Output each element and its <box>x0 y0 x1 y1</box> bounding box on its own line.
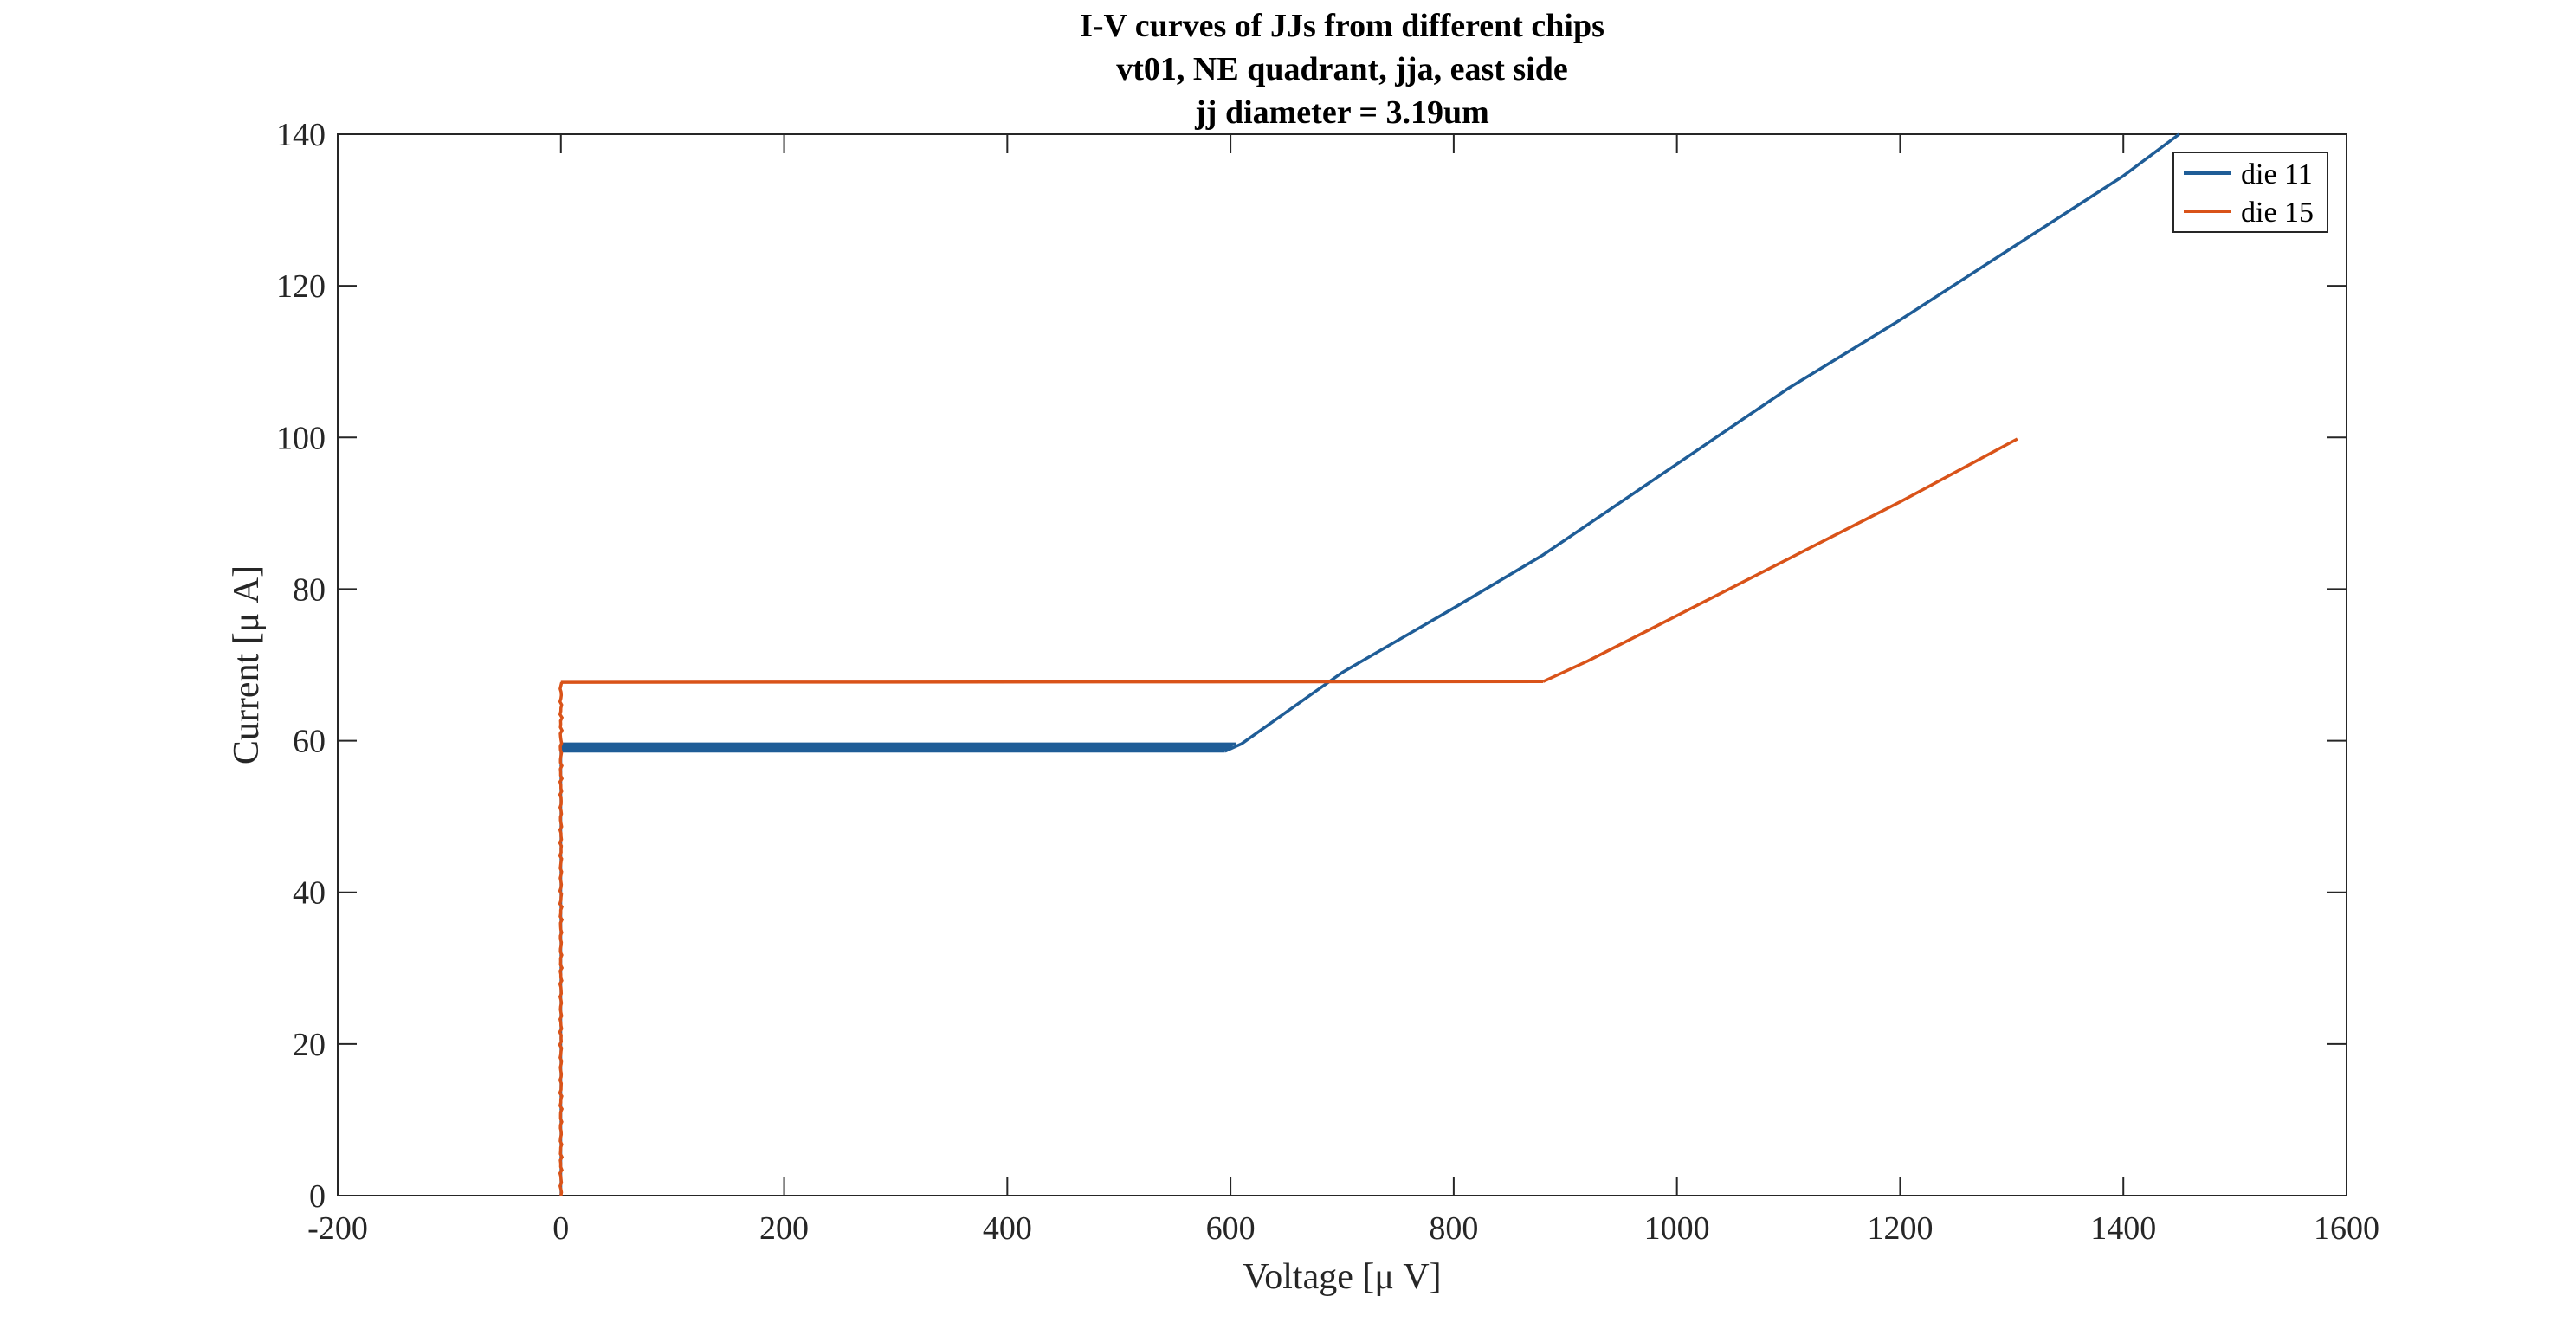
x-axis-label: Voltage [μ V] <box>1243 1257 1441 1297</box>
series-die-11-plateau-band <box>560 744 1236 751</box>
x-tick-label: 0 <box>552 1210 569 1247</box>
series-die-15-resistive <box>1542 437 2018 683</box>
y-tick-label: 20 <box>293 1027 326 1063</box>
x-tick-label: 800 <box>1429 1210 1478 1247</box>
series-die-15-supercurrent <box>558 681 565 1196</box>
series-die-15-plateau <box>560 680 1544 684</box>
chart-title: I-V curves of JJs from different chips v… <box>1080 8 1604 131</box>
x-tick-label: -200 <box>307 1210 368 1247</box>
legend-label-die-11: die 11 <box>2241 158 2313 190</box>
x-tick-label: 600 <box>1206 1210 1256 1247</box>
y-tick-labels: 0 20 40 60 80 100 120 140 <box>276 117 326 1215</box>
y-tick-label: 100 <box>276 420 326 456</box>
y-tick-label: 0 <box>309 1178 326 1215</box>
x-tick-label: 1000 <box>1644 1210 1710 1247</box>
legend-label-die-15: die 15 <box>2241 197 2314 229</box>
x-tick-labels: -200 0 200 400 600 800 1000 1200 1400 1600 <box>307 1210 2379 1247</box>
x-tick-label: 1400 <box>2090 1210 2156 1247</box>
series-layer <box>558 132 2180 1196</box>
y-axis-label: Current [μ A] <box>227 565 267 764</box>
y-tick-label: 120 <box>276 268 326 305</box>
chart-title-line-1: I-V curves of JJs from different chips <box>1080 8 1604 44</box>
x-tick-label: 400 <box>983 1210 1032 1247</box>
plot-area-frame <box>337 133 2347 1196</box>
chart-title-line-2: vt01, NE quadrant, jja, east side <box>1116 51 1567 87</box>
series-die-11-resistive <box>1223 132 2180 753</box>
chart-title-line-3: jj diameter = 3.19um <box>1194 94 1489 131</box>
legend: die 11 die 15 <box>2172 152 2328 233</box>
x-tick-label: 1200 <box>1867 1210 1933 1247</box>
axis-ticks <box>337 133 2347 1196</box>
y-tick-label: 140 <box>276 117 326 153</box>
y-tick-label: 80 <box>293 571 326 608</box>
y-tick-label: 60 <box>293 724 326 760</box>
x-tick-label: 200 <box>759 1210 809 1247</box>
legend-box <box>2172 152 2328 233</box>
y-tick-label: 40 <box>293 875 326 912</box>
x-tick-label: 1600 <box>2314 1210 2379 1247</box>
